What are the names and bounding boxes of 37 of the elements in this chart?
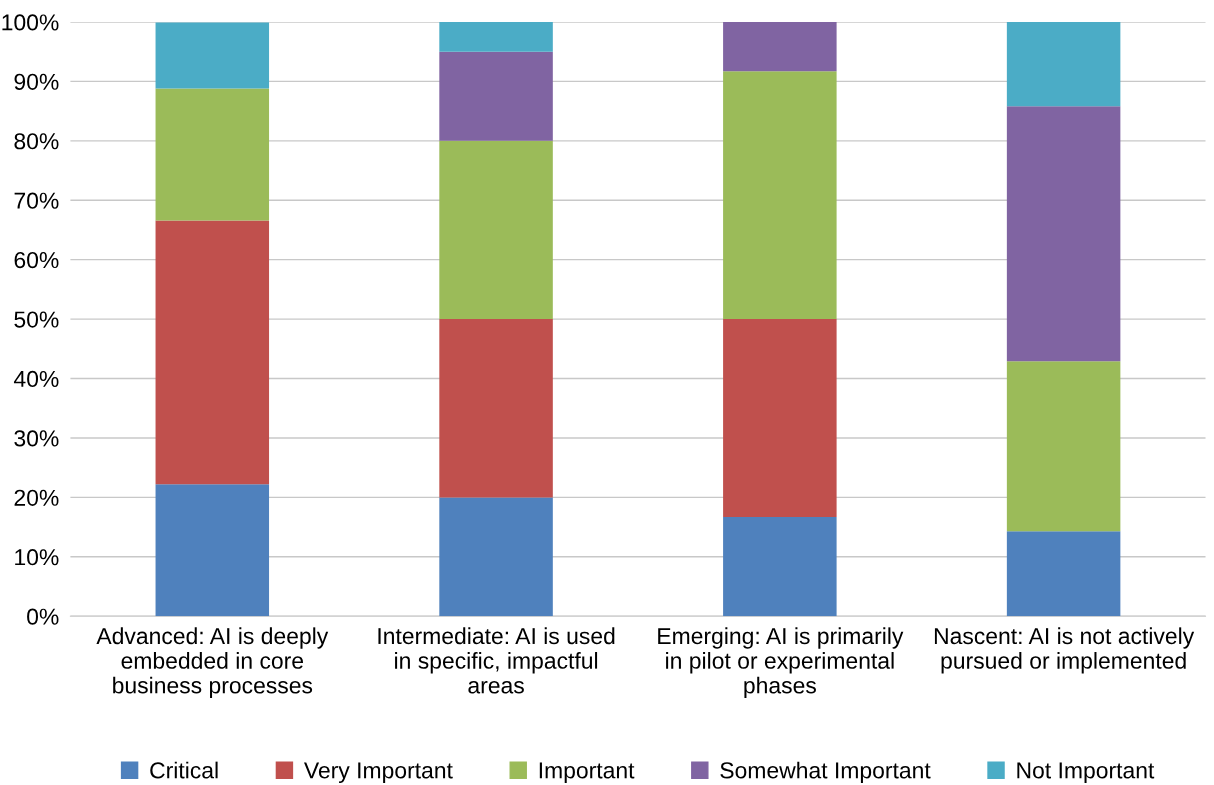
bar xyxy=(1006,531,1121,617)
y-tick-label: 50% xyxy=(14,311,59,328)
legend-label: Somewhat Important xyxy=(720,761,931,783)
bar xyxy=(723,516,837,617)
bar xyxy=(1006,106,1121,362)
y-tick-label: 80% xyxy=(14,133,59,150)
bar xyxy=(439,51,553,141)
y-tick-label: 0% xyxy=(27,608,59,625)
legend-label: Important xyxy=(539,762,635,783)
bar xyxy=(1006,21,1121,107)
y-tick-label: 20% xyxy=(14,489,59,506)
bar xyxy=(155,484,270,617)
x-tick-label: Intermediate: AI is used in specific, impactful areas xyxy=(378,627,615,694)
legend-label: Very Important xyxy=(304,762,453,783)
y-tick-label: 30% xyxy=(14,430,59,447)
y-tick-label: 70% xyxy=(14,192,59,209)
bar xyxy=(439,140,553,320)
y-tick-label: 100% xyxy=(2,14,59,31)
y-tick-label: 90% xyxy=(14,73,59,90)
bar xyxy=(439,21,553,52)
y-tick-label: 60% xyxy=(14,251,59,269)
bar xyxy=(439,319,553,498)
legend-label: Critical xyxy=(150,761,218,779)
x-tick-label: Advanced: AI is deeply embedded in core business processes xyxy=(96,627,329,699)
bar xyxy=(723,319,837,517)
y-tick-label: 10% xyxy=(15,549,59,566)
x-tick-label: Nascent: AI is not actively pursued or implemented xyxy=(934,627,1195,674)
bar xyxy=(723,21,837,72)
y-tick-label: 40% xyxy=(13,370,59,388)
bar xyxy=(155,220,270,485)
legend-label: Not Important xyxy=(1017,762,1155,783)
bar xyxy=(155,22,270,89)
bar xyxy=(155,88,270,221)
bar xyxy=(1006,361,1121,532)
x-tick-label: Emerging: AI is primarily in pilot or experimental phases xyxy=(658,627,904,699)
bar xyxy=(723,71,837,320)
bar xyxy=(439,497,553,617)
